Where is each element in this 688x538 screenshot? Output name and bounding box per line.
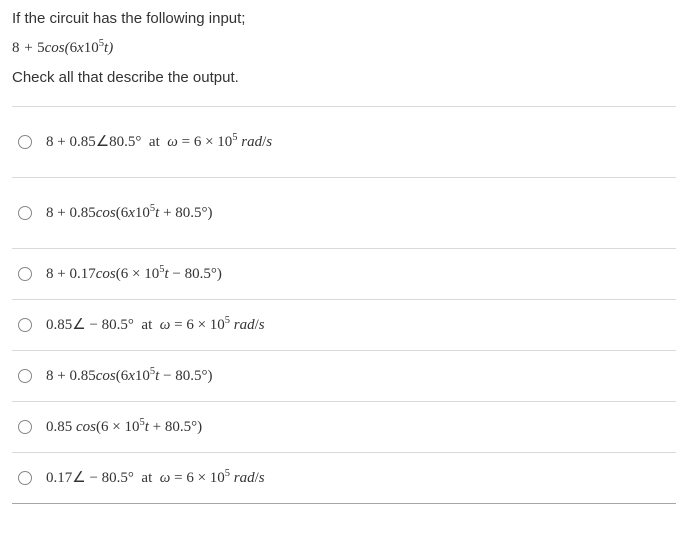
option-row[interactable]: 8 + 0.85∠80.5° at ω = 6 × 105 rad/s [12,106,676,177]
prompt-formula: 8 + 5cos(6x105t) [12,37,676,59]
option-label: 8 + 0.85cos(6x105t − 80.5°) [46,365,213,387]
radio-icon[interactable] [18,318,32,332]
option-row[interactable]: 8 + 0.85cos(6x105t − 80.5°) [12,350,676,401]
prompt-line-1: If the circuit has the following input; [12,8,676,29]
radio-icon[interactable] [18,420,32,434]
option-row[interactable]: 8 + 0.85cos(6x105t + 80.5°) [12,177,676,248]
option-label: 8 + 0.85∠80.5° at ω = 6 × 105 rad/s [46,131,272,153]
option-row[interactable]: 0.17∠ − 80.5° at ω = 6 × 105 rad/s [12,452,676,504]
radio-icon[interactable] [18,267,32,281]
option-label: 0.85 cos(6 × 105t + 80.5°) [46,416,202,438]
radio-icon[interactable] [18,135,32,149]
radio-icon[interactable] [18,471,32,485]
option-label: 0.17∠ − 80.5° at ω = 6 × 105 rad/s [46,467,265,489]
option-label: 0.85∠ − 80.5° at ω = 6 × 105 rad/s [46,314,265,336]
option-label: 8 + 0.85cos(6x105t + 80.5°) [46,202,213,224]
radio-icon[interactable] [18,206,32,220]
radio-icon[interactable] [18,369,32,383]
option-row[interactable]: 8 + 0.17cos(6 × 105t − 80.5°) [12,248,676,299]
options-list: 8 + 0.85∠80.5° at ω = 6 × 105 rad/s 8 + 0… [12,106,676,504]
prompt-line-2: Check all that describe the output. [12,67,676,88]
option-label: 8 + 0.17cos(6 × 105t − 80.5°) [46,263,222,285]
option-row[interactable]: 0.85∠ − 80.5° at ω = 6 × 105 rad/s [12,299,676,350]
option-row[interactable]: 0.85 cos(6 × 105t + 80.5°) [12,401,676,452]
